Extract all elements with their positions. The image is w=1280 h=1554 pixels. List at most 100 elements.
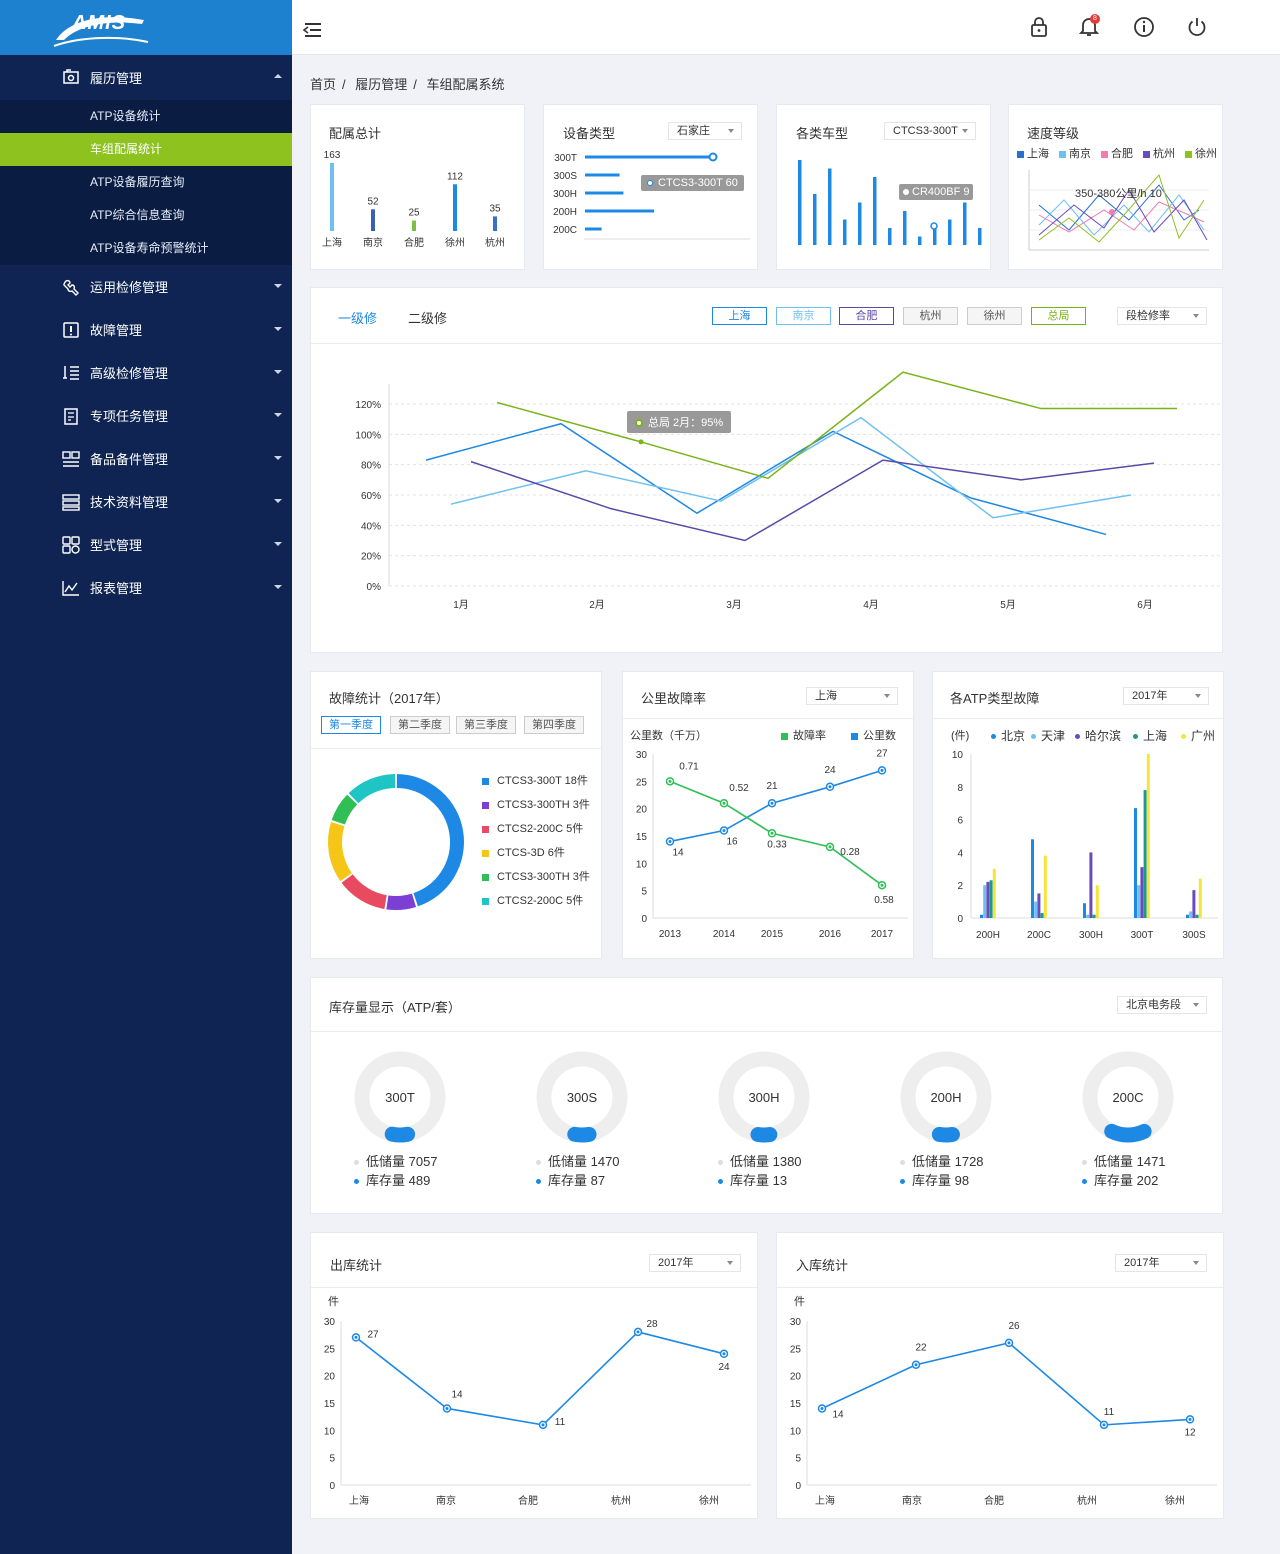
card-title: 各ATP类型故障 [950, 691, 1040, 706]
submenu-item[interactable]: ATP设备统计 [90, 109, 161, 123]
atp-year-dropdown[interactable]: 2017年 [1123, 687, 1209, 705]
menu-item-1[interactable]: 运用检修管理 [0, 265, 292, 308]
document-icon [64, 408, 78, 425]
axis-label: 件 [794, 1296, 805, 1308]
filter-5[interactable]: 总局 [1031, 307, 1086, 325]
low-stock-value: 低储量 7057 [366, 1154, 438, 1169]
bar [980, 914, 983, 918]
quarter-tab-0[interactable]: 第一季度 [321, 716, 381, 734]
menu-item-5[interactable]: 备品备件管理 [0, 437, 292, 480]
lock-icon[interactable] [1028, 16, 1050, 38]
tab-level2-repair[interactable]: 二级修 [408, 311, 448, 326]
tooltip-dot-icon [647, 180, 653, 187]
breadcrumb-home[interactable]: 首页 [310, 77, 337, 92]
filter-1[interactable]: 南京 [776, 307, 831, 325]
data-label: 0.52 [729, 783, 749, 794]
data-label: 22 [915, 1343, 927, 1354]
legend-item: 上海 [1133, 727, 1167, 744]
bullet-icon [536, 1179, 541, 1185]
bar [371, 209, 375, 231]
card-allocation: 配属总计 163 上海 52 南京 25 合肥 112 徐州 35 杭州 [310, 104, 525, 270]
y-tick-label: 0 [641, 914, 647, 925]
submenu-item[interactable]: ATP设备履历查询 [90, 175, 185, 189]
stock-value: 库存量 98 [912, 1173, 970, 1188]
data-point-core [722, 801, 726, 805]
menu-item-7[interactable]: 型式管理 [0, 523, 292, 566]
filter-2[interactable]: 合肥 [839, 307, 894, 325]
y-tick-label: 5 [795, 1454, 801, 1465]
low-stock-value: 低储量 1380 [730, 1154, 802, 1169]
y-tick-label: 5 [329, 1454, 335, 1465]
info-icon[interactable] [1133, 16, 1155, 38]
quarter-tab-3[interactable]: 第四季度 [524, 716, 584, 734]
legend-item: CTCS3-300T 18件 [482, 772, 588, 788]
legend-swatch-icon [1185, 150, 1192, 158]
menu-item-4[interactable]: 专项任务管理 [0, 394, 292, 437]
legend-label: CTCS3-300T 18件 [497, 775, 588, 787]
city-dropdown[interactable]: 石家庄 [668, 122, 742, 140]
y-tick-label: 10 [790, 1426, 802, 1437]
menu-item-3[interactable]: 高级检修管理 [0, 351, 292, 394]
x-tick-label: 200H [976, 930, 1000, 941]
x-tick-label: 杭州 [1077, 1494, 1097, 1507]
tooltip-dot-icon [635, 419, 643, 428]
data-label: 28 [646, 1319, 658, 1330]
quarter-tab-1[interactable]: 第二季度 [390, 716, 450, 734]
filter-3[interactable]: 杭州 [903, 307, 958, 325]
model-dropdown[interactable]: CTCS3-300T [884, 122, 976, 140]
legend-item[interactable]: 徐州 [1185, 145, 1217, 161]
menu-group: 高级检修管理 [0, 351, 292, 394]
inbound-year-dropdown[interactable]: 2017年 [1115, 1254, 1207, 1272]
y-tick-label: 80% [361, 461, 381, 472]
axis-label: 件 [328, 1296, 339, 1308]
submenu-item[interactable]: ATP综合信息查询 [90, 208, 185, 222]
outbound-year-dropdown[interactable]: 2017年 [649, 1254, 741, 1272]
quarter-tab-2[interactable]: 第三季度 [456, 716, 516, 734]
legend-item[interactable]: 杭州 [1143, 145, 1175, 161]
bar [992, 868, 996, 918]
breadcrumb-history[interactable]: 履历管理 [355, 77, 408, 92]
x-tick-label: 2015 [761, 929, 784, 940]
legend-label: 上海 [1027, 148, 1049, 160]
chart-tooltip: 总局 2月：95% [627, 411, 732, 433]
legend-item: 故障率 [781, 727, 826, 743]
series-line [355, 1331, 725, 1426]
device-type-chart: 300T 300S 300H 200H 200C [553, 152, 750, 240]
legend-swatch-icon [1101, 150, 1108, 158]
notification-bell[interactable]: 8 [1078, 14, 1102, 40]
tab-level1-repair[interactable]: 一级修 [338, 311, 378, 326]
depot-dropdown[interactable]: 北京电务段 [1117, 996, 1207, 1014]
outbound-chart: 30 25 20 15 10 5 0 上海 南京 合肥 杭州 徐州 27 14 11 28 24 [324, 1317, 751, 1507]
gauge-label: 200C [1112, 1090, 1143, 1105]
bar [1086, 914, 1090, 918]
submenu-item[interactable]: ATP设备寿命预警统计 [90, 241, 209, 255]
y-tick-label: 10 [636, 859, 648, 870]
menu-item-2[interactable]: 故障管理 [0, 308, 292, 351]
data-label: 12 [1184, 1427, 1196, 1438]
data-point-core [1102, 1423, 1106, 1427]
menu-item-0[interactable]: 履历管理 [0, 55, 292, 100]
x-tick-label: 合肥 [518, 1494, 538, 1507]
legend-label: 上海 [1143, 729, 1168, 743]
power-icon[interactable] [1186, 16, 1208, 38]
menu-item-8[interactable]: 报表管理 [0, 566, 292, 609]
data-point-core [1007, 1341, 1011, 1345]
legend-item[interactable]: 南京 [1059, 145, 1091, 161]
card-atp-fault: 各ATP类型故障 2017年 (件) 10 8 6 4 2 0 200H 200C 300H 30… [932, 671, 1224, 959]
legend-item[interactable]: 上海 [1017, 145, 1049, 161]
km-city-dropdown[interactable]: 上海 [806, 687, 898, 705]
legend-item[interactable]: 合肥 [1101, 145, 1133, 161]
menu-fold-icon[interactable] [302, 20, 324, 42]
y-tick-label: 15 [324, 1399, 336, 1410]
legend-swatch-icon [1017, 150, 1024, 158]
submenu-item[interactable]: 车组配属统计 [0, 133, 292, 166]
bar-point [708, 152, 718, 162]
repair-type-dropdown[interactable]: 段检修率 [1117, 307, 1207, 325]
speed-chart [1028, 170, 1209, 251]
filter-0[interactable]: 上海 [712, 307, 767, 325]
filter-4[interactable]: 徐州 [967, 307, 1022, 325]
menu-item-6[interactable]: 技术资料管理 [0, 480, 292, 523]
legend-dot-icon [1133, 734, 1138, 740]
card-title: 出库统计 [330, 1258, 383, 1273]
logo[interactable]: AMIS [0, 0, 292, 55]
